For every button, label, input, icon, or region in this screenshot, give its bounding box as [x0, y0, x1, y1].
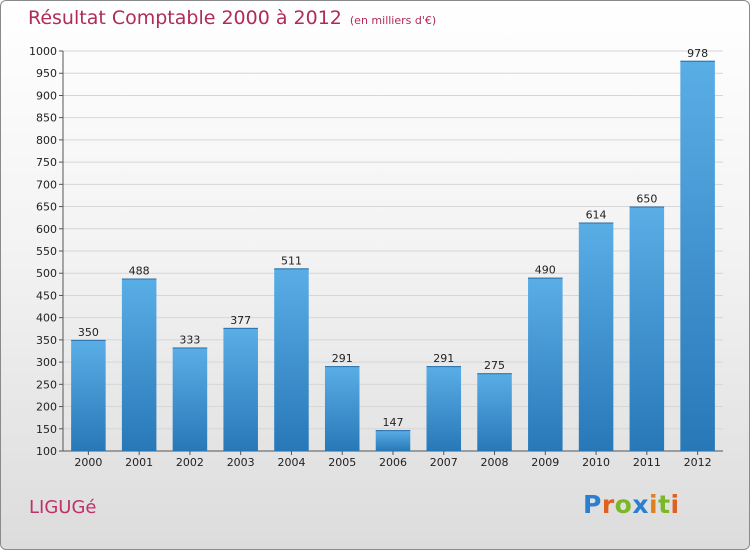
logo-letter: i	[649, 490, 659, 519]
bar-2012	[680, 60, 715, 452]
logo-letter: i	[670, 490, 680, 519]
y-tick-label: 750	[36, 156, 57, 169]
bar-2007	[426, 366, 462, 451]
x-tick-label: 2011	[633, 456, 661, 469]
bar-2005	[324, 366, 360, 451]
chart-subtitle: (en milliers d'€)	[349, 14, 437, 27]
data-label: 614	[586, 209, 607, 222]
x-tick-label: 2001	[125, 456, 153, 469]
logo-letter: o	[614, 490, 633, 519]
y-tick-label: 800	[36, 134, 57, 147]
data-label: 511	[281, 254, 302, 267]
x-tick-label: 2003	[227, 456, 255, 469]
logo-letter: P	[583, 490, 602, 519]
x-tick-label: 2010	[582, 456, 610, 469]
bar-2008	[477, 373, 512, 451]
bar-2002	[172, 347, 208, 451]
bar-2001	[121, 278, 157, 451]
x-tick-label: 2012	[684, 456, 712, 469]
y-tick-label: 700	[36, 178, 57, 191]
data-label: 978	[687, 47, 708, 60]
proxiti-logo: Proxiti	[583, 490, 680, 519]
data-label: 291	[332, 352, 353, 365]
bar-2006	[375, 430, 411, 451]
data-label: 333	[179, 333, 200, 346]
bar-2009	[528, 277, 563, 451]
y-tick-label: 250	[36, 378, 57, 391]
x-tick-label: 2008	[481, 456, 509, 469]
data-label: 350	[78, 326, 99, 339]
y-tick-label: 550	[36, 245, 57, 258]
data-label: 147	[383, 416, 404, 429]
y-tick-label: 950	[36, 67, 57, 80]
bar-2011	[629, 206, 665, 451]
x-tick-label: 2000	[74, 456, 102, 469]
y-tick-label: 150	[36, 423, 57, 436]
commune-name: LIGUGé	[29, 497, 97, 518]
x-tick-label: 2005	[328, 456, 356, 469]
data-label: 490	[535, 264, 556, 277]
y-tick-label: 500	[36, 267, 57, 280]
y-tick-label: 650	[36, 201, 57, 214]
x-tick-label: 2006	[379, 456, 407, 469]
y-tick-label: 200	[36, 401, 57, 414]
data-label: 650	[636, 193, 657, 206]
logo-letter: x	[632, 490, 649, 519]
bar-2004	[274, 268, 309, 451]
y-tick-label: 350	[36, 334, 57, 347]
bar-2000	[71, 339, 106, 451]
data-label: 488	[129, 265, 150, 278]
y-tick-label: 600	[36, 223, 57, 236]
y-tick-label: 450	[36, 289, 57, 302]
labels: 100 150 200 250 300 350 400 450 500 550 600 650 700 7…	[29, 45, 712, 469]
data-label: 377	[230, 314, 251, 327]
y-tick-label: 900	[36, 89, 57, 102]
grid-lines	[63, 50, 723, 452]
data-label: 291	[433, 352, 454, 365]
y-tick-label: 850	[36, 112, 57, 125]
x-tick-label: 2009	[531, 456, 559, 469]
y-tick-label: 100	[36, 445, 57, 458]
bar-2003	[223, 327, 258, 451]
chart-title: Résultat Comptable 2000 à 2012 (en millie…	[28, 7, 436, 29]
x-tick-label: 2007	[430, 456, 458, 469]
logo-letter: t	[658, 490, 671, 519]
bars	[71, 60, 715, 452]
x-tick-label: 2002	[176, 456, 204, 469]
logo-letter: r	[601, 490, 615, 519]
axes	[59, 50, 723, 455]
y-tick-label: 300	[36, 356, 57, 369]
y-tick-label: 1000	[29, 45, 57, 58]
bar-2010	[578, 222, 614, 451]
x-tick-label: 2004	[277, 456, 305, 469]
data-label: 275	[484, 359, 505, 372]
y-tick-label: 400	[36, 312, 57, 325]
chart-title-text: Résultat Comptable 2000 à 2012	[28, 7, 342, 29]
